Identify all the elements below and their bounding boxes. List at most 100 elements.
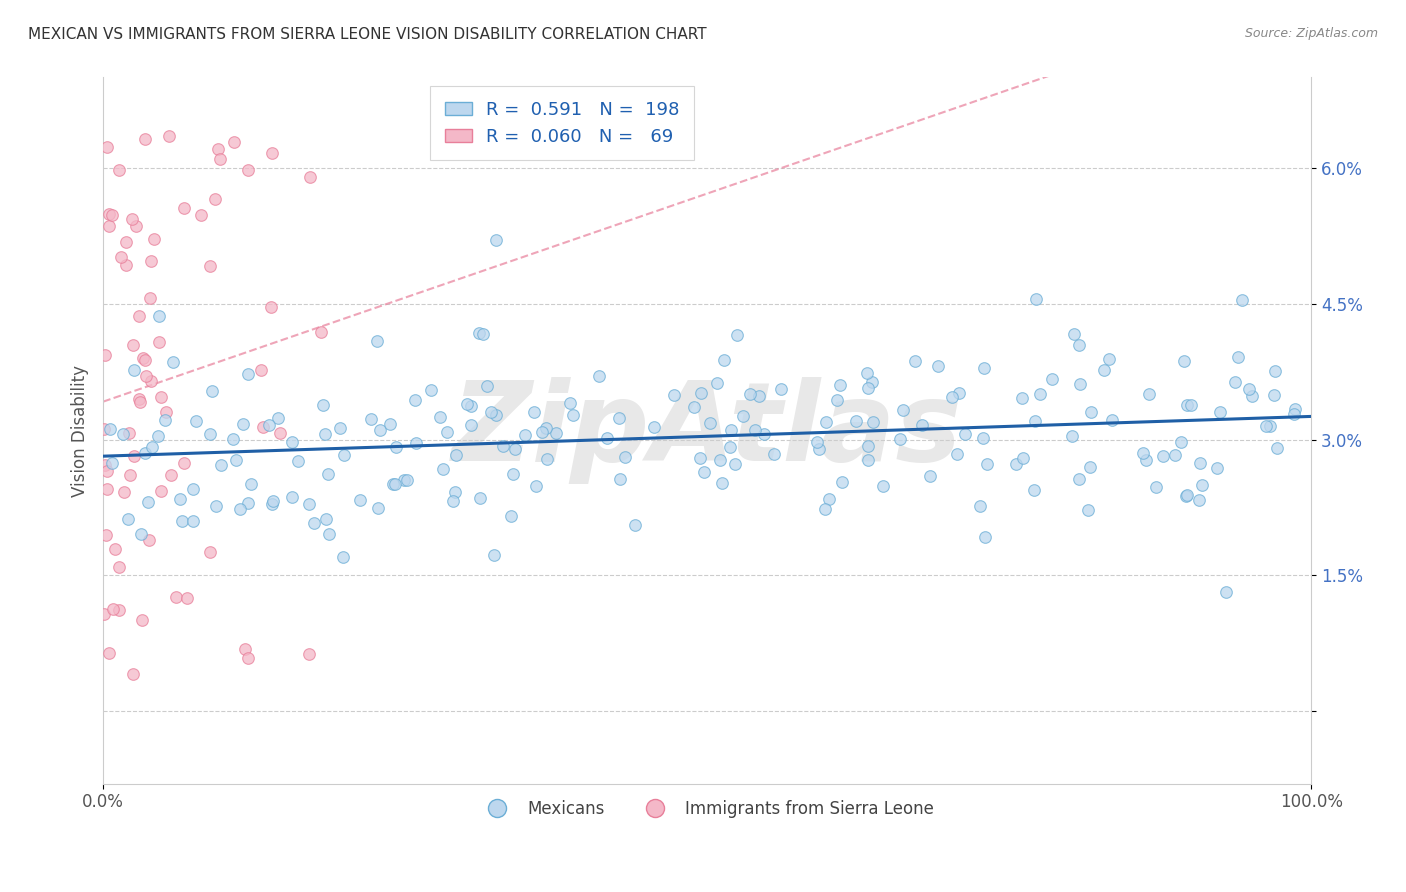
Point <box>384 440 406 454</box>
Point <box>613 450 636 464</box>
Point <box>204 500 226 514</box>
Point <box>479 405 502 419</box>
Point <box>198 259 221 273</box>
Point <box>718 440 741 454</box>
Point <box>131 351 153 366</box>
Point <box>524 479 547 493</box>
Point <box>683 400 706 414</box>
Point <box>149 390 172 404</box>
Point <box>492 439 515 453</box>
Point <box>170 515 193 529</box>
Point <box>973 530 995 544</box>
Point <box>333 448 356 462</box>
Point <box>1265 441 1288 455</box>
Point <box>155 413 177 427</box>
Point <box>380 417 402 432</box>
Point <box>731 409 754 423</box>
Point <box>468 491 491 505</box>
Point <box>1012 450 1035 465</box>
Point <box>173 456 195 470</box>
Point <box>689 451 711 466</box>
Point <box>973 361 995 376</box>
Point <box>110 250 132 264</box>
Point <box>1063 327 1085 342</box>
Point <box>141 440 163 454</box>
Point <box>1011 391 1033 405</box>
Point <box>740 386 762 401</box>
Point <box>713 352 735 367</box>
Point <box>972 431 994 445</box>
Point <box>229 502 252 516</box>
Point <box>1223 375 1246 389</box>
Point <box>280 490 302 504</box>
Point <box>845 414 868 428</box>
Point <box>222 135 245 149</box>
Point <box>96 482 118 496</box>
Point <box>233 641 256 656</box>
Point <box>444 448 467 462</box>
Point <box>139 374 162 388</box>
Point <box>93 607 115 621</box>
Point <box>856 366 879 380</box>
Point <box>831 475 853 489</box>
Point <box>236 162 259 177</box>
Point <box>1170 435 1192 450</box>
Point <box>209 458 232 473</box>
Point <box>596 431 619 445</box>
Point <box>405 436 427 450</box>
Point <box>318 527 340 541</box>
Point <box>471 327 494 342</box>
Point <box>1092 363 1115 377</box>
Point <box>181 514 204 528</box>
Point <box>858 439 880 453</box>
Point <box>100 456 122 470</box>
Point <box>1174 489 1197 503</box>
Point <box>94 458 117 472</box>
Point <box>269 426 291 441</box>
Point <box>825 392 848 407</box>
Point <box>98 422 121 436</box>
Legend: Mexicans, Immigrants from Sierra Leone: Mexicans, Immigrants from Sierra Leone <box>474 794 941 825</box>
Point <box>236 367 259 381</box>
Point <box>94 528 117 542</box>
Point <box>146 429 169 443</box>
Point <box>710 476 733 491</box>
Point <box>872 479 894 493</box>
Point <box>499 508 522 523</box>
Point <box>142 232 165 246</box>
Point <box>201 384 224 398</box>
Point <box>148 334 170 349</box>
Point <box>121 338 143 352</box>
Point <box>122 667 145 681</box>
Point <box>720 423 742 437</box>
Point <box>503 442 526 456</box>
Point <box>1101 413 1123 427</box>
Point <box>225 453 247 467</box>
Point <box>312 398 335 412</box>
Point <box>752 426 775 441</box>
Point <box>709 453 731 467</box>
Point <box>1173 354 1195 368</box>
Point <box>239 477 262 491</box>
Point <box>394 473 416 487</box>
Point <box>112 426 135 441</box>
Point <box>948 385 970 400</box>
Point <box>904 354 927 368</box>
Point <box>349 492 371 507</box>
Point <box>1215 585 1237 599</box>
Point <box>588 368 610 383</box>
Point <box>1005 457 1028 471</box>
Point <box>108 603 131 617</box>
Point <box>396 473 419 487</box>
Point <box>155 405 177 419</box>
Point <box>460 399 482 413</box>
Point <box>135 369 157 384</box>
Point <box>1077 503 1099 517</box>
Point <box>748 389 770 403</box>
Point <box>1205 460 1227 475</box>
Point <box>198 427 221 442</box>
Point <box>173 201 195 215</box>
Point <box>360 411 382 425</box>
Point <box>250 363 273 377</box>
Point <box>1062 429 1084 443</box>
